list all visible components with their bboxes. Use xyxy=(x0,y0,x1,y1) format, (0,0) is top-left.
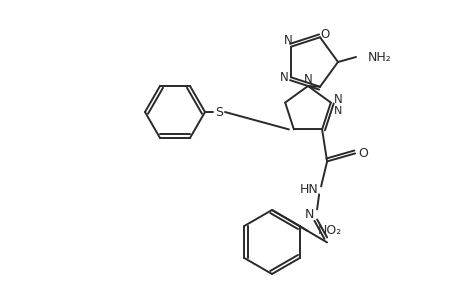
Text: HN: HN xyxy=(299,183,318,196)
Text: N: N xyxy=(333,93,341,106)
Text: N: N xyxy=(333,106,341,116)
Text: N: N xyxy=(279,71,288,84)
Text: N: N xyxy=(304,208,313,221)
Text: NO₂: NO₂ xyxy=(317,224,341,238)
Text: N: N xyxy=(283,34,292,47)
Text: O: O xyxy=(320,28,329,41)
Text: N: N xyxy=(303,73,312,85)
Text: O: O xyxy=(358,147,367,160)
Text: S: S xyxy=(214,106,223,118)
Text: NH₂: NH₂ xyxy=(367,50,391,64)
